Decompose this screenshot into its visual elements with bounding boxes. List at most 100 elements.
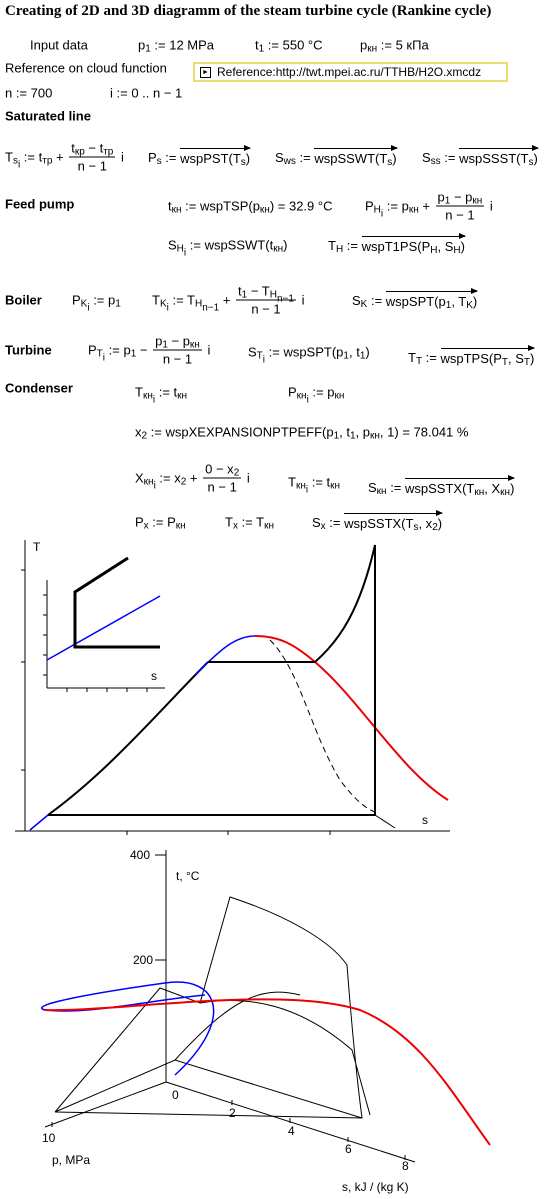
reference-icon: ► — [200, 66, 211, 78]
formula: t кн := wspTSP(p кн) = 32.9 °C — [168, 199, 332, 216]
reference-box[interactable]: ► Reference:http://twt.mpei.ac.ru/TTHB/H2… — [193, 62, 508, 82]
text: K — [159, 298, 167, 310]
text: s — [387, 157, 393, 168]
text: , x — [418, 516, 433, 531]
s-tick: 6 — [345, 1142, 352, 1156]
text: кн — [295, 480, 306, 492]
t-label: t, °C — [176, 869, 200, 883]
text: 1 — [343, 350, 349, 362]
text: t — [255, 37, 259, 53]
text: − — [136, 342, 152, 358]
diagram-3d: 400 200 t, °C 0 2 4 6 8 10 p, MPa s, kJ … — [41, 848, 491, 1194]
text: H — [335, 243, 344, 255]
formula: Input data — [30, 38, 88, 53]
subscript: 1 — [145, 44, 151, 55]
text: + — [186, 470, 202, 486]
text: ) — [510, 481, 515, 496]
text: , S — [508, 351, 524, 366]
subscript: 1 — [446, 300, 452, 311]
text: T — [501, 357, 509, 368]
text: := wspXEXPANSIONPTPEFF(p — [147, 424, 334, 440]
text: := 5 кПа — [377, 37, 429, 53]
section-heading: Turbine — [5, 342, 52, 358]
text: x — [232, 520, 238, 532]
formula: i := 0 .. n − 1 — [110, 86, 182, 101]
text: 1 — [145, 43, 151, 55]
text: кн — [143, 476, 154, 488]
text: 1 — [444, 195, 451, 207]
text: + — [219, 292, 235, 308]
text: ) — [365, 344, 370, 360]
text: T — [225, 514, 233, 530]
text: T — [5, 149, 13, 165]
text: кн — [472, 195, 483, 207]
subscript: кн — [367, 44, 377, 55]
subscript: тр — [103, 147, 113, 158]
subscript: 1 — [131, 349, 137, 360]
text: H — [176, 243, 184, 255]
text: i — [203, 342, 211, 358]
t-tick: 200 — [133, 953, 153, 967]
text: i — [486, 198, 493, 214]
subscript: кр — [75, 147, 85, 158]
subscript: кн — [334, 391, 344, 402]
text: := T — [237, 514, 265, 530]
text: := — [161, 149, 181, 165]
text: 2 — [432, 522, 438, 533]
text: 0 − x — [205, 461, 234, 477]
text: кн — [500, 487, 511, 498]
vectorize: wspPST(T s) — [180, 145, 252, 168]
subscript: s — [387, 157, 392, 168]
subscript: 1 — [162, 340, 168, 351]
vectorize: wspT1PS(P H, S H) — [361, 233, 467, 256]
text: X — [135, 470, 144, 486]
subscript: 1 — [259, 44, 265, 55]
text: wspSSTX(T — [405, 481, 475, 496]
subscript: T — [524, 357, 530, 368]
text: 1 — [241, 289, 248, 301]
text: T — [96, 348, 103, 360]
text: i — [183, 247, 187, 259]
subscript: кн — [260, 205, 270, 216]
text: , T — [451, 294, 467, 309]
text: ) — [437, 516, 443, 531]
text: wspTPS(P — [440, 351, 502, 366]
subscript: кн — [273, 244, 283, 255]
subscript: i — [18, 160, 20, 171]
text: wspSSWT(T — [314, 151, 388, 166]
saturated-steam — [254, 635, 449, 801]
text: S — [422, 149, 431, 165]
text: p — [360, 37, 368, 53]
text: ) — [530, 351, 535, 366]
text: тр — [42, 155, 53, 167]
text: := p — [383, 198, 409, 214]
text: := — [440, 149, 460, 165]
saturated-blue — [29, 635, 256, 831]
text: кн — [264, 520, 274, 532]
s-label: s, kJ / (kg K) — [342, 1180, 409, 1194]
text: T — [523, 357, 531, 368]
text: s — [156, 155, 162, 167]
text: := p — [105, 342, 131, 358]
text: S — [368, 479, 377, 495]
inset-blue — [46, 595, 161, 661]
text: n − 1 — [162, 351, 193, 367]
text: wspSSTX(T — [344, 516, 414, 531]
subscript: 1 — [242, 290, 248, 301]
subscript: i — [87, 303, 89, 314]
text: T — [135, 384, 143, 400]
text: P — [135, 514, 144, 530]
text: s — [528, 157, 534, 168]
reference-link[interactable]: Reference:http://twt.mpei.ac.ru/TTHB/H2O… — [217, 65, 482, 79]
subscript: H — [336, 244, 343, 255]
text: i — [380, 208, 384, 220]
